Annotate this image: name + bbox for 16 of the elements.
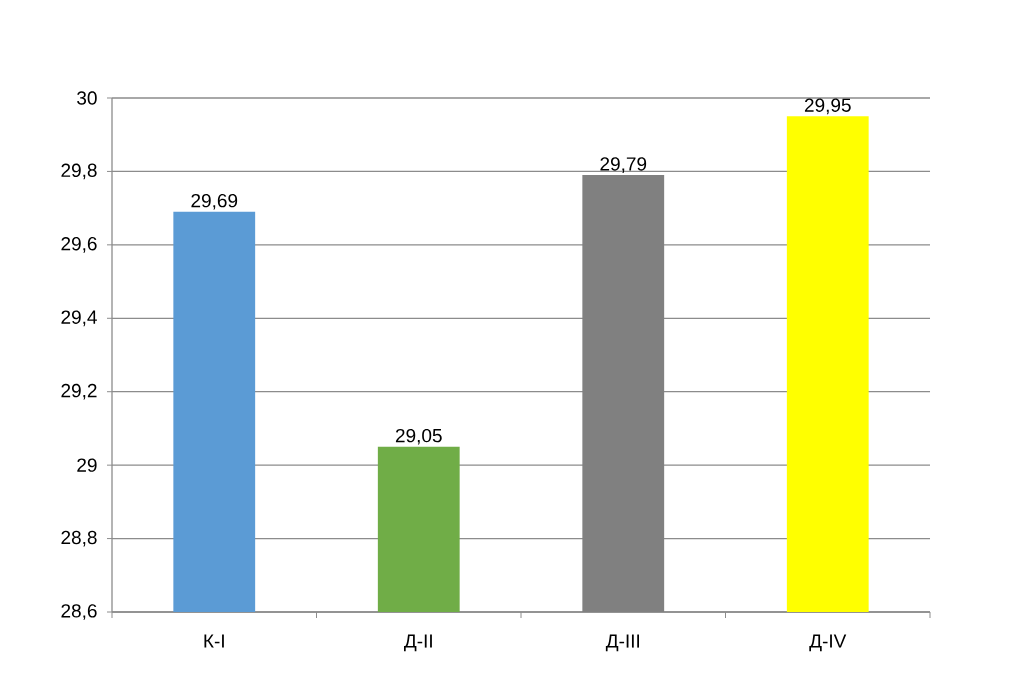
data-label: 29,95 <box>804 98 851 115</box>
x-tick-label: Д-III <box>605 634 640 652</box>
data-label: 29,69 <box>191 193 238 210</box>
y-tick-label: 28,6 <box>61 604 97 620</box>
y-tick-label: 29,6 <box>61 237 97 253</box>
data-label: 29,05 <box>395 428 442 445</box>
y-tick-label: 29,4 <box>61 310 97 327</box>
x-tick-label: К-I <box>204 634 224 648</box>
data-label: 29,79 <box>600 157 647 173</box>
y-tick-label: 30 <box>77 91 97 105</box>
x-tick-label: Д-IV <box>809 634 847 652</box>
x-tick-label: Д-II <box>404 634 432 652</box>
y-tick-label: 28,8 <box>61 530 97 547</box>
y-tick-label: 29,8 <box>61 163 97 180</box>
y-tick-label: 29,2 <box>61 383 97 400</box>
y-tick-label: 29 <box>77 458 97 472</box>
